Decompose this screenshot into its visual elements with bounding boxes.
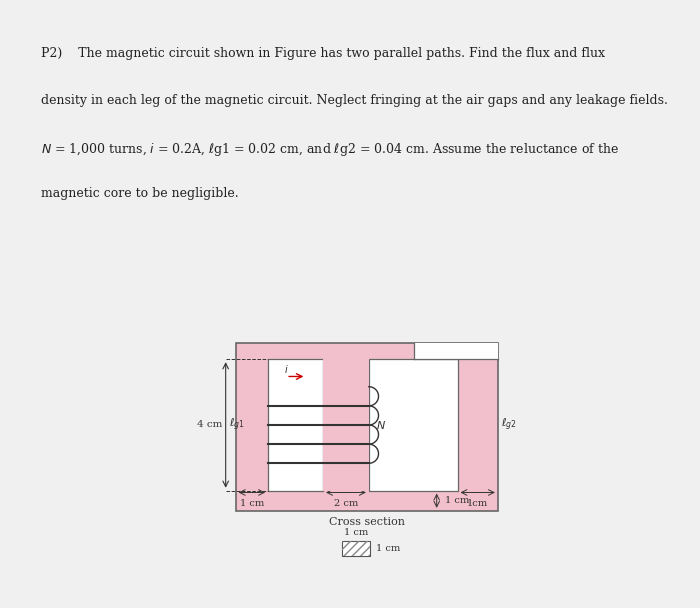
Text: $i$: $i$ [284, 363, 289, 375]
Bar [414, 343, 498, 359]
Text: 1 cm: 1 cm [375, 544, 400, 553]
Text: 1 cm: 1 cm [240, 499, 264, 508]
Text: Cross section: Cross section [329, 517, 405, 527]
Text: 1 cm: 1 cm [444, 496, 469, 505]
Text: $\ell_{g1}$: $\ell_{g1}$ [229, 417, 245, 433]
Bar [342, 541, 370, 556]
Text: 4 cm: 4 cm [197, 421, 222, 429]
Text: P2)    The magnetic circuit shown in Figure has two parallel paths. Find the flu: P2) The magnetic circuit shown in Figure… [41, 47, 605, 60]
Text: magnetic core to be negligible.: magnetic core to be negligible. [41, 187, 239, 200]
Text: 1cm: 1cm [467, 499, 488, 508]
Text: 2 cm: 2 cm [334, 499, 358, 508]
Text: $\ell_{g2}$: $\ell_{g2}$ [501, 417, 517, 433]
Bar [369, 359, 458, 491]
Text: 1 cm: 1 cm [344, 528, 368, 537]
Text: $N$ = 1,000 turns, $i$ = 0.2A, $\ell$g1 = 0.02 cm, and $\ell$g2 = 0.04 cm. Assum: $N$ = 1,000 turns, $i$ = 0.2A, $\ell$g1 … [41, 140, 619, 157]
Text: density in each leg of the magnetic circuit. Neglect fringing at the air gaps an: density in each leg of the magnetic circ… [41, 94, 668, 107]
Bar [236, 343, 498, 511]
Bar [323, 359, 369, 491]
Text: $N$: $N$ [375, 419, 386, 431]
Bar [268, 359, 323, 491]
Bar [342, 541, 370, 556]
